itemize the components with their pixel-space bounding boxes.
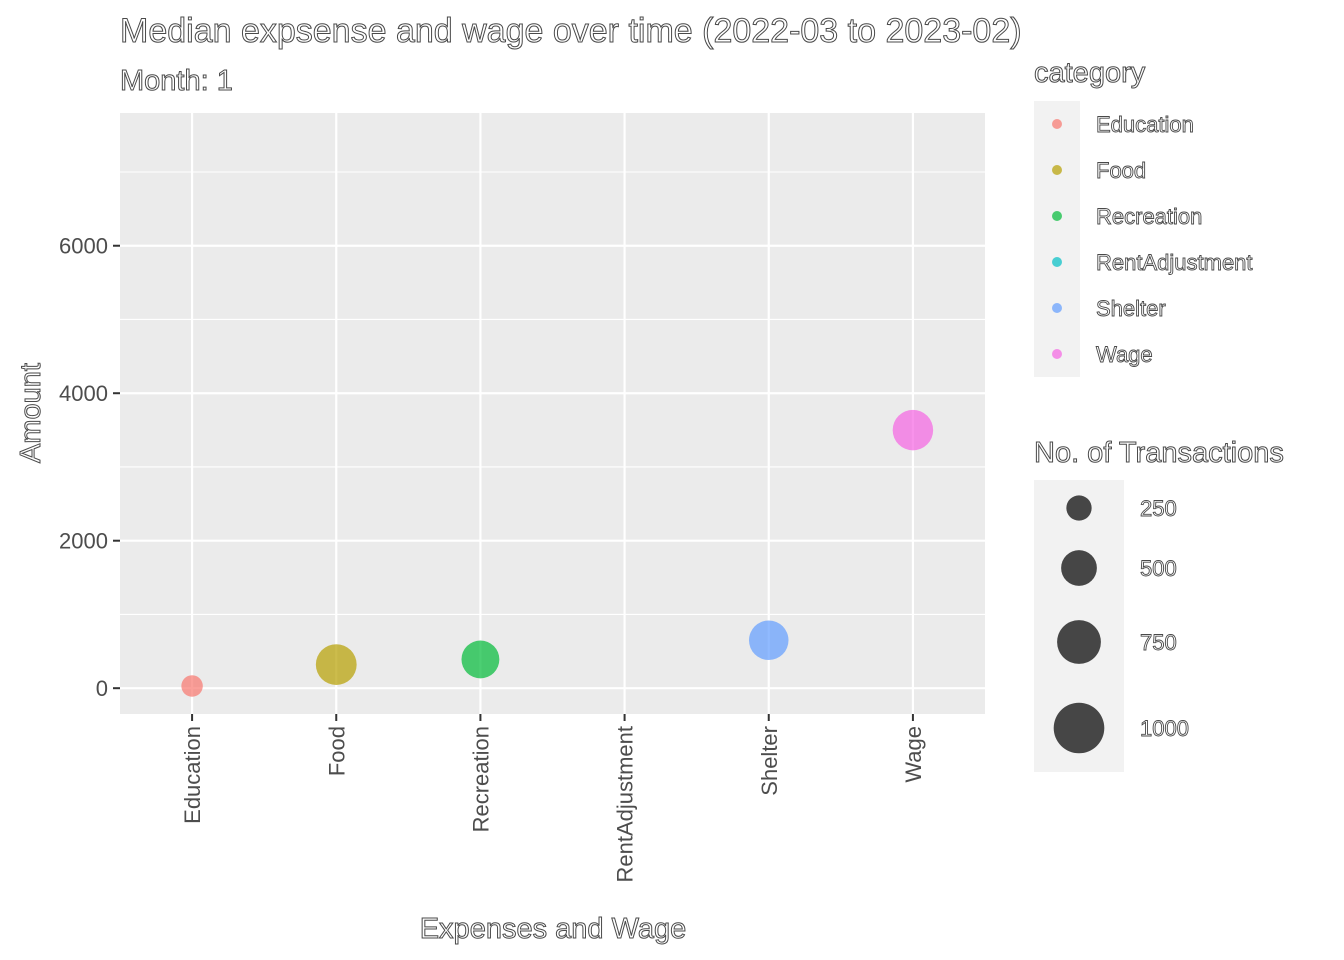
y-tick-label: 4000: [59, 381, 108, 406]
category-legend: category Education Food Recreation RentAdju…: [1034, 57, 1253, 377]
legend-label-shelter: Shelter: [1096, 296, 1166, 321]
x-tick-label: Wage: [901, 726, 926, 783]
transactions-legend: No. of Transactions 250 500 750 1000: [1034, 437, 1284, 772]
category-legend-key-background: [1034, 101, 1080, 377]
y-axis: 0 2000 4000 6000: [59, 234, 120, 701]
transactions-legend-title: No. of Transactions: [1034, 437, 1284, 469]
size-legend-key: [1057, 620, 1101, 664]
data-points: [181, 409, 934, 697]
legend-key-rentadjustment: [1052, 257, 1062, 267]
bubble-shelter: [748, 620, 789, 661]
bubble-recreation: [461, 640, 500, 679]
legend-key-education: [1052, 119, 1062, 129]
bubble-education: [181, 675, 203, 697]
size-legend-label: 250: [1140, 496, 1177, 521]
bubble-wage: [892, 409, 934, 451]
y-tick-label: 2000: [59, 529, 108, 554]
x-axis-title: Expenses and Wage: [420, 913, 687, 945]
x-tick-label: Education: [180, 726, 205, 824]
y-tick-label: 6000: [59, 234, 108, 259]
x-axis: Education Food Recreation RentAdjustment She…: [180, 714, 926, 883]
legend-label-rentadjustment: RentAdjustment: [1096, 250, 1253, 275]
legend-key-recreation: [1052, 211, 1062, 221]
x-tick-label: Recreation: [468, 726, 493, 832]
y-tick-label: 0: [96, 676, 108, 701]
size-legend-label: 500: [1140, 556, 1177, 581]
size-legend-key: [1066, 495, 1092, 521]
legend-key-wage: [1052, 349, 1062, 359]
size-legend-label: 750: [1140, 630, 1177, 655]
size-legend-key: [1061, 550, 1097, 586]
x-tick-label: Food: [324, 726, 349, 776]
size-legend-label: 1000: [1140, 716, 1189, 741]
legend-key-food: [1052, 165, 1062, 175]
chart-title: Median expsense and wage over time (2022…: [120, 12, 1022, 50]
bubble-food: [315, 644, 357, 685]
x-tick-label: Shelter: [757, 726, 782, 796]
plot-panel: [120, 113, 985, 714]
legend-label-wage: Wage: [1096, 342, 1153, 367]
chart-subtitle: Month: 1: [120, 65, 233, 97]
legend-label-recreation: Recreation: [1096, 204, 1202, 229]
size-legend-key: [1053, 702, 1105, 754]
panel-background: [120, 113, 985, 714]
legend-key-shelter: [1052, 303, 1062, 313]
legend-label-food: Food: [1096, 158, 1146, 183]
y-axis-title: Amount: [15, 363, 47, 463]
x-tick-label: RentAdjustment: [613, 726, 638, 883]
legend-label-education: Education: [1096, 112, 1194, 137]
category-legend-title: category: [1034, 57, 1146, 89]
